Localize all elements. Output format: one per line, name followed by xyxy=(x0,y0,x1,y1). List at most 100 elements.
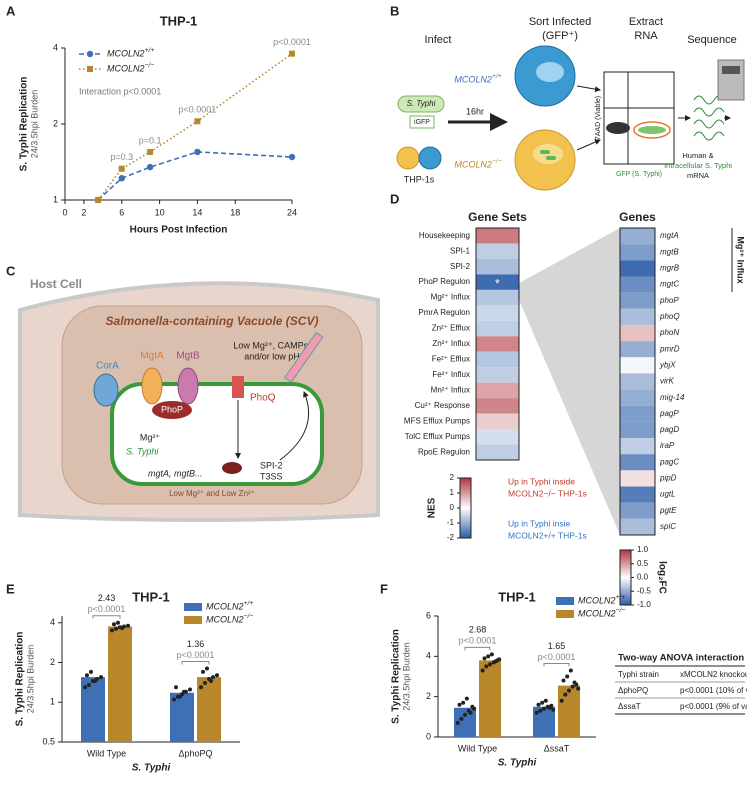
p-label: p=0.3 xyxy=(110,152,133,162)
row-label: mgtC xyxy=(660,280,679,289)
colorbar-label: log₂FC xyxy=(656,561,667,594)
heat-cell xyxy=(620,341,655,358)
arrow xyxy=(279,391,310,461)
cell xyxy=(396,146,420,170)
x-tick-label: 10 xyxy=(155,207,165,217)
point xyxy=(95,197,102,203)
dot xyxy=(565,674,570,679)
signal-label: Low Mg²⁺, CAMPs, xyxy=(233,340,310,350)
y-tick-label: 2 xyxy=(50,657,55,667)
protein-label: MgtB xyxy=(176,351,200,362)
x-tick-label: 2 xyxy=(81,207,86,217)
heat-cell xyxy=(476,382,519,399)
colorbar-tick-label: -1 xyxy=(447,518,455,527)
mgtb xyxy=(177,367,199,405)
dot xyxy=(497,657,502,662)
bracket-label: Mg²⁺ Influx xyxy=(736,236,746,283)
dot xyxy=(178,694,182,699)
row-label: pagC xyxy=(659,457,679,466)
dot xyxy=(576,686,581,691)
mgta xyxy=(141,367,163,405)
row-label: iraP xyxy=(660,441,675,450)
y-axis-sublabel: 24/3.5hpi Burden xyxy=(29,90,39,159)
y-axis-label: S. Typhi Replication xyxy=(15,632,26,727)
heat-cell xyxy=(476,258,519,275)
row-label: RpoE Regulon xyxy=(418,447,470,456)
legend-label: MCOLN2−/− xyxy=(206,613,253,624)
legend-label: MCOLN2−/− xyxy=(578,607,625,618)
chart-title: THP-1 xyxy=(160,13,198,28)
dot xyxy=(188,687,192,692)
p-label: p=0.1 xyxy=(139,135,162,145)
row-label: phoP xyxy=(659,296,679,305)
fold-label: 2.68 xyxy=(469,625,487,635)
y-tick-label: 1 xyxy=(53,194,58,204)
point xyxy=(289,50,295,57)
colorbar-label: NES xyxy=(427,497,438,518)
heat-cell xyxy=(620,260,655,277)
table-cell: p<0.0001 (10% of variation) xyxy=(680,686,747,695)
y-tick-label: 2 xyxy=(426,691,431,701)
row-label: phoQ xyxy=(659,312,680,321)
vacuole-label: Salmonella-containing Vacuole (SCV) xyxy=(106,314,319,328)
row-label: pagD xyxy=(659,425,679,434)
bacterium-label: S. Typhi xyxy=(407,99,436,108)
colorbar-tick-label: -2 xyxy=(447,533,455,542)
row-label: pagP xyxy=(659,409,679,418)
panel-label: C xyxy=(6,263,16,278)
row-label: Fe²⁺ Influx xyxy=(432,370,470,379)
colorbar-tick-label: 0 xyxy=(450,503,455,512)
table-cell: ΔssaT xyxy=(618,702,641,711)
condition-label: Low Mg²⁺ and Low Zn²⁺ xyxy=(169,489,255,498)
bracket xyxy=(92,615,121,619)
cell xyxy=(418,146,442,170)
row-label: pipD xyxy=(659,474,677,483)
row-label: Mg²⁺ Influx xyxy=(431,293,470,302)
table-cell: p<0.0001 (9% of variation) xyxy=(680,702,747,711)
heat-cell xyxy=(476,429,519,445)
dot xyxy=(182,689,186,694)
x-axis-label: S. Typhi xyxy=(132,763,171,774)
colorbar-tick-label: 1 xyxy=(450,488,455,497)
x-tick-label: 18 xyxy=(230,207,240,217)
row-label: pmrD xyxy=(659,344,680,353)
dot xyxy=(201,669,205,674)
row-label: Mn²⁺ Influx xyxy=(431,386,470,395)
y-tick-label: 0 xyxy=(426,731,431,741)
heat-cell xyxy=(476,289,519,306)
dot xyxy=(203,680,207,685)
heat-cell xyxy=(476,336,519,352)
dot xyxy=(482,656,487,661)
dot xyxy=(484,664,489,669)
point xyxy=(194,118,201,125)
dot xyxy=(85,673,89,678)
sorted-gate xyxy=(633,121,671,139)
heat-cell xyxy=(620,276,655,293)
phoq xyxy=(232,376,244,398)
dot xyxy=(116,620,120,625)
row-label: mig-14 xyxy=(660,393,685,402)
point xyxy=(288,153,296,161)
dot xyxy=(93,678,97,683)
dot xyxy=(489,652,494,657)
heat-cell xyxy=(476,274,519,290)
host-label: Host Cell xyxy=(30,277,82,291)
row-label: PhoP Regulon xyxy=(419,277,470,286)
p-label: p<0.0001 xyxy=(88,604,126,614)
note: Interaction p<0.0001 xyxy=(79,86,161,96)
dot xyxy=(174,685,178,690)
colorbar-tick-label: 1.0 xyxy=(637,545,649,554)
dot xyxy=(568,668,573,673)
spi2-label: T3SS xyxy=(260,471,283,481)
panel-label: A xyxy=(6,3,16,18)
dot xyxy=(463,712,467,717)
step-label: Sequence xyxy=(687,34,737,46)
row-label: TolC Efflux Pumps xyxy=(405,432,470,441)
step-label: RNA xyxy=(634,30,658,42)
dot xyxy=(538,708,543,713)
colorbar-note: MCOLN2−/− THP-1s xyxy=(508,488,587,498)
mrna xyxy=(693,95,725,141)
dot xyxy=(211,675,215,680)
bacterium xyxy=(397,95,445,113)
legend-swatch xyxy=(556,610,574,618)
